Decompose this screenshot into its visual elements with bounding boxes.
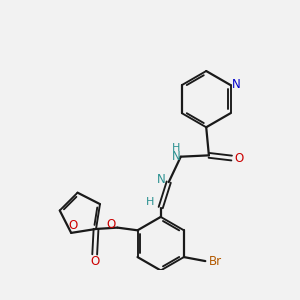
Text: O: O (90, 255, 99, 268)
Text: N: N (157, 173, 166, 186)
Text: Br: Br (209, 255, 222, 268)
Text: O: O (106, 218, 116, 231)
Text: H: H (172, 143, 180, 153)
Text: N: N (232, 77, 241, 91)
Text: H: H (146, 197, 155, 207)
Text: N: N (172, 150, 180, 163)
Text: O: O (235, 152, 244, 164)
Text: O: O (68, 219, 77, 232)
